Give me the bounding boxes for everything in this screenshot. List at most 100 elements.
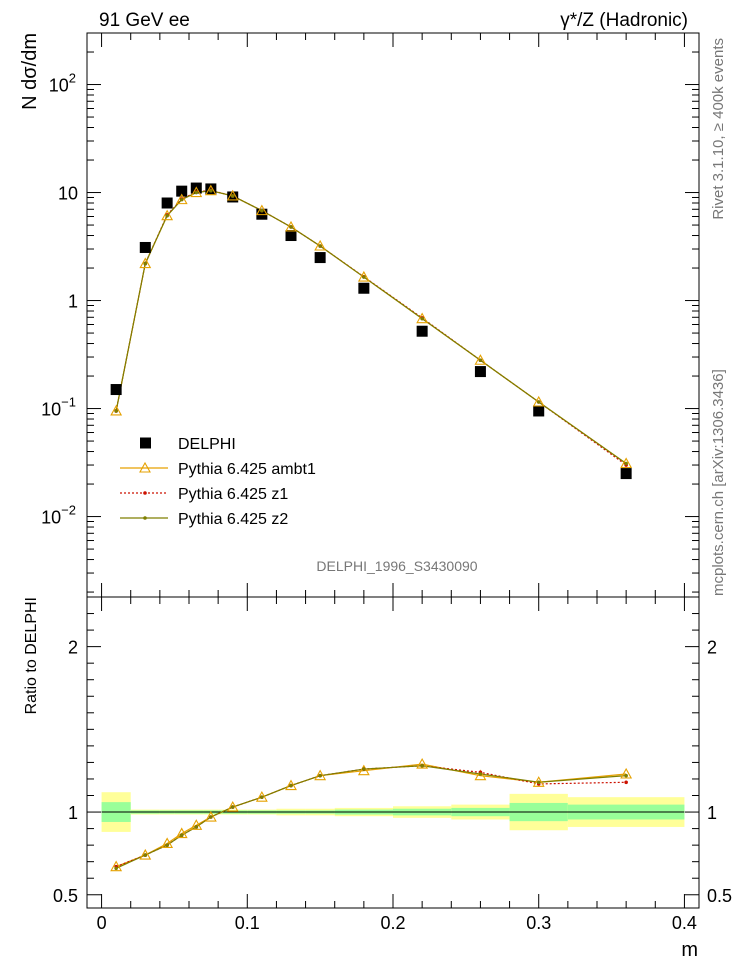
ratio-y-tick-label-right: 0.5 [707,886,732,906]
legend-marker [139,461,151,473]
series-line-z1 [115,189,627,466]
legend-label: DELPHI [178,436,236,453]
main-y-tick-label: 1 [68,292,78,312]
ratio-point-z2 [478,772,483,776]
data-point-z2 [165,213,169,218]
ratio-point-z2 [165,843,169,847]
data-point-data [161,197,173,209]
legend: DELPHI Pythia 6.425 ambt1 Pythia 6.425 z1 P… [120,436,316,528]
ratio-point-ambt1 [285,779,297,791]
data-point-ambt1 [190,186,203,198]
ratio-point-z2 [536,780,541,785]
data-point-data [176,185,188,197]
data-point-ambt1 [161,209,174,221]
ratio-point-z2 [289,783,293,788]
data-point-ambt1 [110,404,123,416]
ratio-y-tick-label-right: 2 [707,638,717,658]
legend-item-ambt1: Pythia 6.425 ambt1 [120,461,316,478]
data-point-data [358,282,370,294]
ratio-point-ambt1 [357,764,370,776]
data-point-ambt1 [139,257,152,269]
data-point-data [110,384,122,396]
legend-item-data: DELPHI [140,436,236,453]
data-point-data [620,468,632,480]
data-point-z2 [143,261,148,266]
x-tick-label: 0.1 [235,913,260,933]
data-point-z2 [230,194,235,198]
legend-marker [143,516,147,520]
data-point-z2 [420,316,424,321]
ratio-y-tick-label-left: 0.5 [53,886,78,906]
ratio-point-z2 [260,795,264,799]
main-y-tick-label: 10−2 [41,503,76,528]
data-point-z2 [209,188,213,193]
ratio-point-z2 [143,853,148,857]
data-point-ambt1 [255,204,268,216]
ratio-y-tick-label-left: 1 [68,803,78,823]
ratio-point-ambt1 [110,860,123,872]
ratio-point-ambt1 [190,819,203,830]
data-point-ambt1 [204,184,217,196]
watermark: DELPHI_1996_S3430090 [316,558,477,574]
main-y-tick-exp: −2 [61,503,76,518]
series-line-ambt1 [115,190,627,464]
data-point-z2 [478,358,483,363]
ratio-panel: 0.5 0.51 12 20 0.1 0.2 0.3 0.4 Ratio to DELPHI … [23,596,732,961]
source-label: mcplots.cern.ch [arXiv:1306.3436] [710,369,727,596]
data-point-z2 [362,275,366,279]
ratio-y-tick-label-right: 1 [707,803,717,823]
series-line-z2 [115,190,627,464]
data-point-ambt1 [620,457,633,469]
ratio-point-z2 [230,805,235,809]
legend-item-z1: Pythia 6.425 z1 [120,486,288,503]
ratio-point-ambt1 [255,791,268,802]
header-right-title: γ*/Z (Hadronic) [560,10,688,31]
data-point-z2 [289,225,293,229]
ratio-point-ambt1 [416,757,429,769]
data-point-data [285,230,297,242]
data-point-z2 [624,461,628,466]
data-point-data [314,252,326,264]
x-tick-label: 0.2 [380,913,405,933]
ratio-point-ambt1 [161,837,174,849]
legend-label: Pythia 6.425 ambt1 [178,461,316,478]
x-tick-label: 0 [97,913,107,933]
data-point-ambt1 [314,239,327,251]
data-point-ambt1 [357,270,370,282]
ratio-frame [86,596,700,909]
ratio-point-z2 [194,825,199,829]
data-point-data [474,366,486,378]
main-y-tick-label: 102 [49,71,76,96]
ratio-point-z2 [318,773,322,778]
ratio-y-tick-label-left: 2 [68,638,78,658]
ratio-point-ambt1 [532,776,545,787]
data-point-z2 [114,409,118,413]
ratio-point-ambt1 [139,848,152,860]
main-y-tick-label: 10 [58,184,78,204]
legend-item-z2: Pythia 6.425 z2 [120,511,288,528]
ratio-point-z2 [209,815,213,819]
data-point-ambt1 [416,312,429,324]
ratio-point-z2 [179,833,184,838]
data-point-ambt1 [474,354,487,365]
ratio-point-ambt1 [175,827,188,839]
data-point-z2 [194,190,199,195]
x-axis-label: m [681,939,698,961]
data-point-data [416,325,428,337]
ratio-point-ambt1 [204,810,217,822]
ratio-point-ambt1 [474,769,487,781]
legend-marker [143,491,147,495]
ratio-point-ambt1 [314,769,327,781]
data-point-data [533,405,545,417]
data-point-z2 [318,244,322,248]
header-left-title: 91 GeV ee [99,10,190,31]
legend-swatch [140,437,151,449]
ratio-ylabel: Ratio to DELPHI [23,597,40,714]
main-y-tick-base: 10 [41,400,61,420]
x-tick-label: 0.3 [526,913,551,933]
main-y-tick-label: 10−1 [41,395,76,420]
data-point-z2 [536,400,541,404]
data-point-z2 [179,197,184,202]
legend-label: Pythia 6.425 z1 [178,486,288,503]
